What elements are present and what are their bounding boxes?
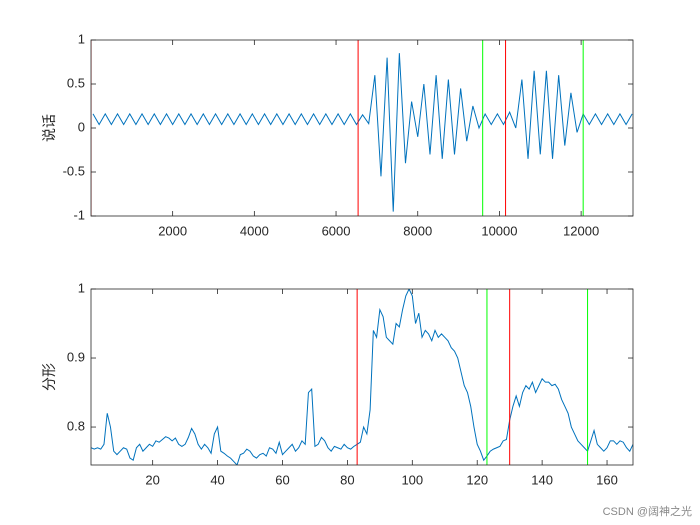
y-tick-label: -0.5 <box>63 163 85 178</box>
x-tick-label: 80 <box>340 472 354 487</box>
plot <box>91 40 633 216</box>
x-tick-label: 12000 <box>563 223 599 238</box>
x-tick-label: 10000 <box>481 223 517 238</box>
x-tick-label: 120 <box>466 472 488 487</box>
y-tick-label: 0.9 <box>67 349 85 364</box>
x-tick-label: 8000 <box>403 223 432 238</box>
y-axis-label: 说话 <box>42 114 58 142</box>
y-tick-label: 1 <box>78 31 85 46</box>
y-tick-label: 0 <box>78 119 85 134</box>
x-tick-label: 20 <box>145 472 159 487</box>
x-tick-label: 40 <box>210 472 224 487</box>
y-tick-label: 0.8 <box>67 418 85 433</box>
watermark: CSDN @阔神之光 <box>603 504 692 518</box>
axes-box <box>90 288 634 466</box>
y-tick-label: -1 <box>73 207 85 222</box>
x-tick-label: 60 <box>275 472 289 487</box>
x-tick-label: 100 <box>401 472 423 487</box>
x-tick-label: 140 <box>531 472 553 487</box>
x-tick-label: 4000 <box>240 223 269 238</box>
x-tick-label: 2000 <box>158 223 187 238</box>
signal-line <box>92 53 633 212</box>
y-tick-label: 0.5 <box>67 75 85 90</box>
x-tick-label: 160 <box>596 472 618 487</box>
x-tick-label: 6000 <box>322 223 351 238</box>
plot-area <box>91 40 633 216</box>
plot <box>91 289 633 465</box>
y-tick-label: 1 <box>78 280 85 295</box>
plot-area <box>91 289 633 465</box>
signal-line <box>91 289 633 465</box>
y-axis-label: 分形 <box>42 363 58 391</box>
